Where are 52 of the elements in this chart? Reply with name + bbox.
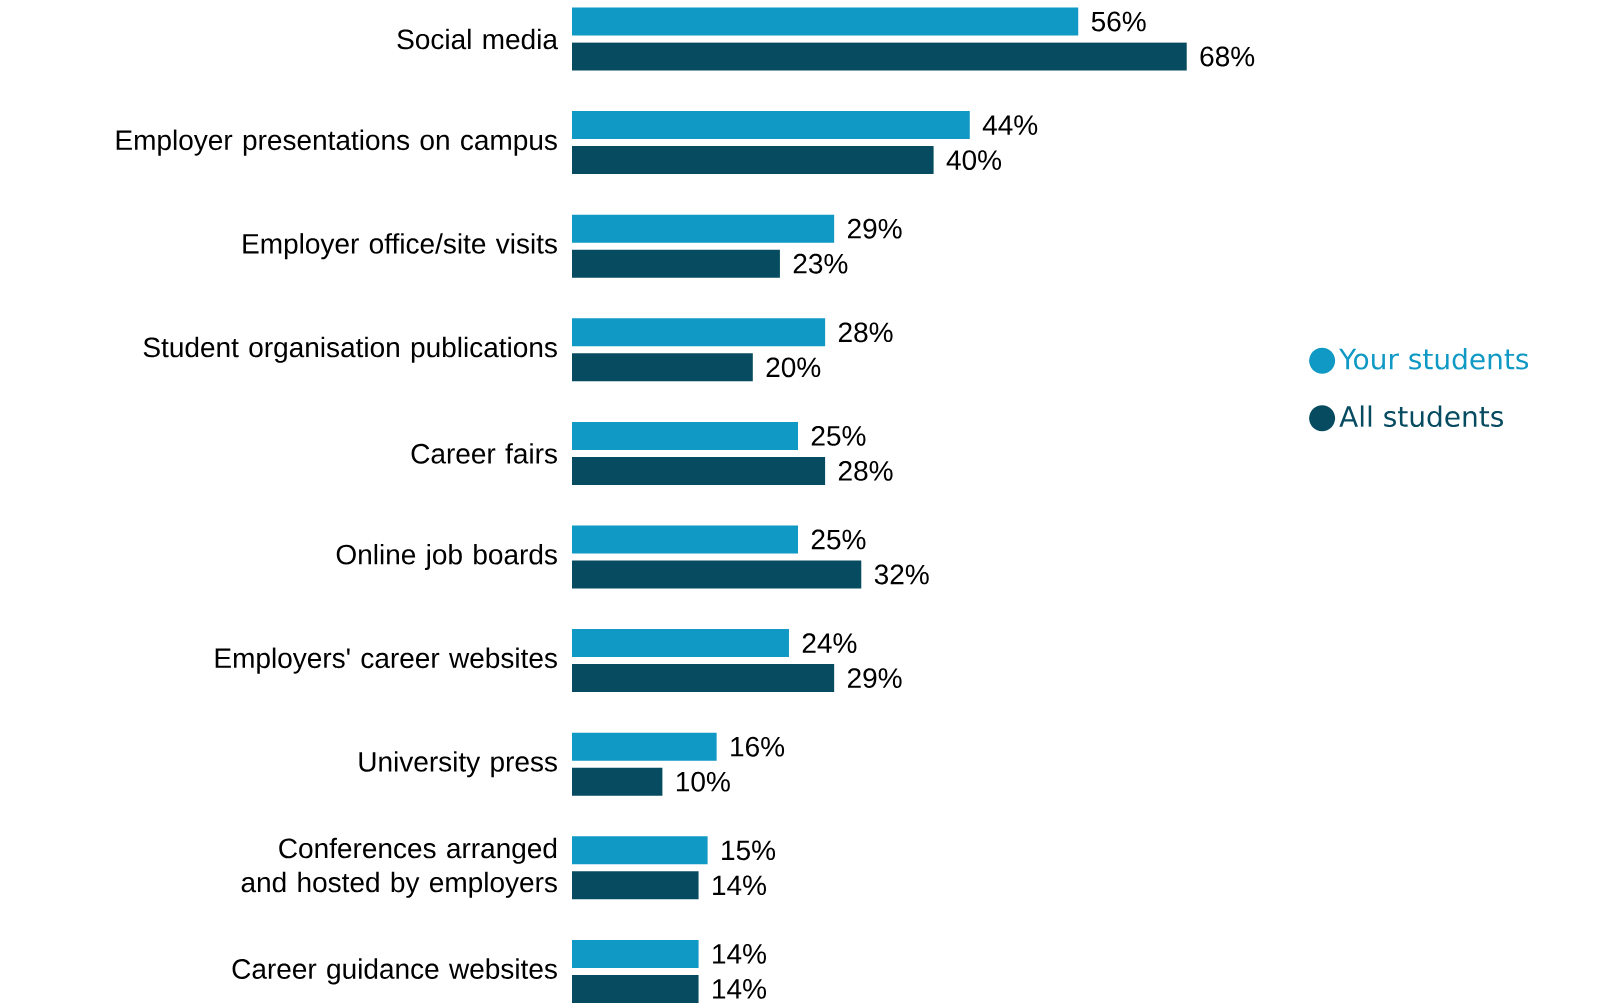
data-label: 23% — [793, 253, 848, 274]
bar — [572, 629, 789, 658]
y-tick-label: Conferences arranged and hosted by employers — [241, 837, 557, 898]
bar — [572, 146, 934, 175]
bar — [572, 525, 798, 554]
data-label: 14% — [713, 979, 766, 999]
bar — [572, 318, 826, 347]
bar — [572, 353, 753, 382]
bar — [572, 836, 708, 865]
data-label: 25% — [811, 529, 866, 550]
bar — [572, 249, 780, 278]
bar — [572, 111, 970, 140]
data-label: 24% — [802, 633, 857, 653]
y-tick-label: Employer presentations on campus — [116, 129, 557, 156]
y-tick-label: Career guidance websites — [232, 958, 557, 985]
data-label: 28% — [838, 322, 893, 343]
legend-label: All students — [1339, 405, 1503, 428]
data-label: 10% — [676, 771, 730, 792]
bar — [572, 871, 699, 900]
data-label: 15% — [722, 840, 776, 861]
data-label: 44% — [982, 115, 1038, 135]
y-tick-label: Employers' career websites — [215, 647, 557, 674]
legend-label: Your students — [1339, 347, 1529, 370]
y-tick-label: University press — [359, 751, 557, 778]
data-label: 29% — [847, 668, 902, 689]
data-label: 29% — [847, 218, 902, 239]
data-label: 68% — [1200, 46, 1255, 67]
data-label: 28% — [838, 460, 893, 481]
data-label: 56% — [1091, 11, 1146, 32]
data-label: 40% — [946, 150, 1002, 171]
data-label: 25% — [811, 425, 866, 446]
bar — [572, 974, 699, 1003]
bar — [572, 42, 1187, 71]
y-tick-label: Online job boards — [336, 543, 557, 571]
bar — [572, 560, 862, 589]
data-label: 20% — [766, 357, 821, 378]
bar — [572, 214, 835, 243]
y-tick-label: Employer office/site visits — [243, 233, 557, 260]
data-label: 32% — [874, 564, 929, 585]
bar — [572, 767, 663, 796]
bar — [572, 732, 717, 761]
bar — [572, 664, 835, 693]
bar — [572, 421, 798, 450]
bar — [572, 456, 826, 485]
y-tick-label: Student organisation publications — [143, 336, 557, 363]
y-tick-label: Social media — [397, 28, 558, 50]
data-label: 16% — [731, 736, 785, 757]
y-tick-label: Career fairs — [411, 443, 557, 464]
data-label: 14% — [713, 875, 766, 896]
bar — [572, 939, 699, 968]
data-label: 14% — [713, 944, 766, 964]
bar — [572, 7, 1079, 36]
